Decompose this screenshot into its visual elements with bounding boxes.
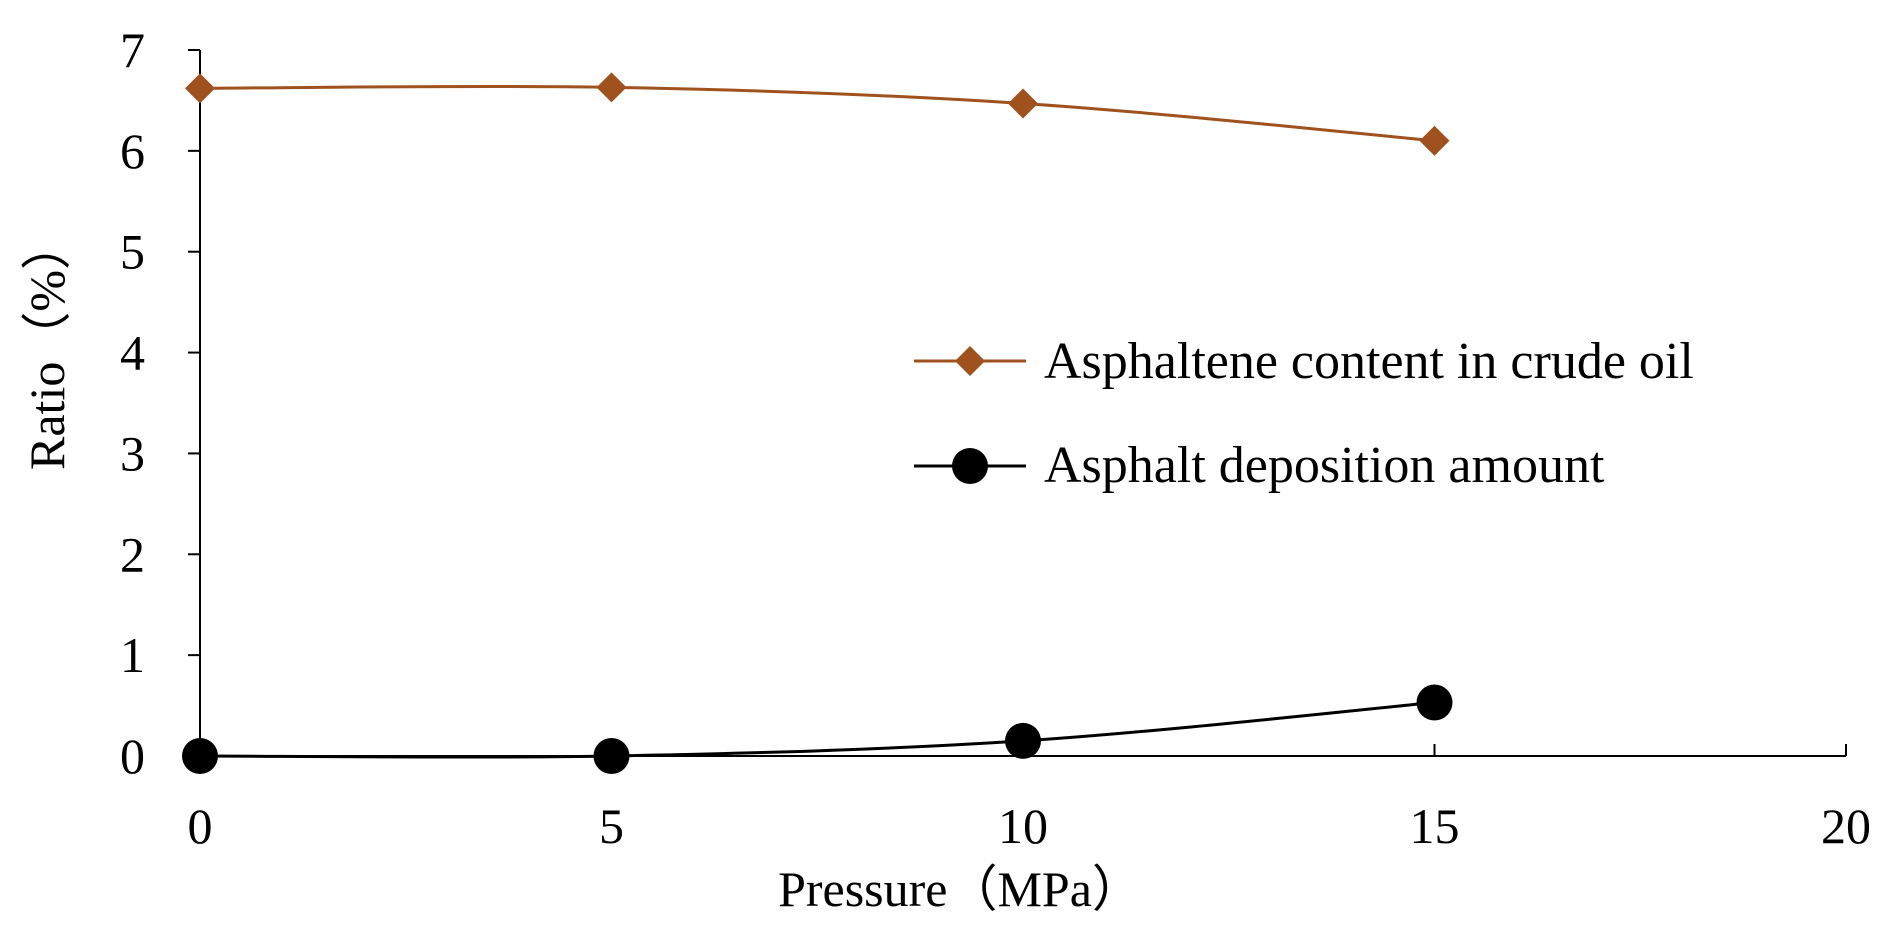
y-tick-label: 7 [120,22,145,78]
data-point-asphaltene [1419,125,1450,156]
legend-marker-asphaltene [955,346,985,376]
y-tick-label: 1 [120,627,145,683]
series-markers [182,72,1453,774]
y-tick-label: 4 [120,325,145,381]
legend: Asphaltene content in crude oil Asphalt … [914,333,1694,494]
y-tick-label: 0 [120,728,145,784]
data-point-deposition [593,738,630,774]
x-tick-label: 20 [1821,798,1871,854]
x-axis-title: Pressure（MPa） [778,861,1142,917]
data-point-asphaltene [1008,88,1038,119]
legend-marker-deposition [952,448,988,484]
x-tick-label: 5 [599,798,624,854]
y-axis: 0 1 2 3 4 5 6 7 [120,22,201,784]
x-axis: 0 5 10 15 20 [188,744,1871,854]
data-point-deposition [1416,684,1453,721]
x-tick-label: 15 [1410,798,1460,854]
y-tick-label: 2 [120,526,145,582]
legend-label-deposition: Asphalt deposition amount [1044,437,1605,494]
legend-item-asphaltene: Asphaltene content in crude oil [914,333,1694,390]
x-tick-label: 0 [188,798,213,854]
y-tick-label: 5 [120,224,145,280]
y-tick-label: 3 [120,425,145,481]
y-tick-label: 6 [120,123,145,179]
data-point-asphaltene [185,73,215,104]
y-axis-title: Ratio（%） [19,220,75,470]
series-line-asphaltene [199,84,1435,143]
legend-item-deposition: Asphalt deposition amount [914,437,1605,494]
data-point-deposition [182,738,218,774]
data-point-deposition [1005,722,1041,759]
data-point-asphaltene [596,72,627,103]
x-tick-label: 10 [998,798,1048,854]
y-ticks: 0 1 2 3 4 5 6 7 [120,22,200,784]
x-ticks: 0 5 10 15 20 [188,744,1871,854]
series-lines [199,84,1435,759]
legend-label-asphaltene: Asphaltene content in crude oil [1044,333,1694,390]
series-line-deposition [199,701,1435,759]
